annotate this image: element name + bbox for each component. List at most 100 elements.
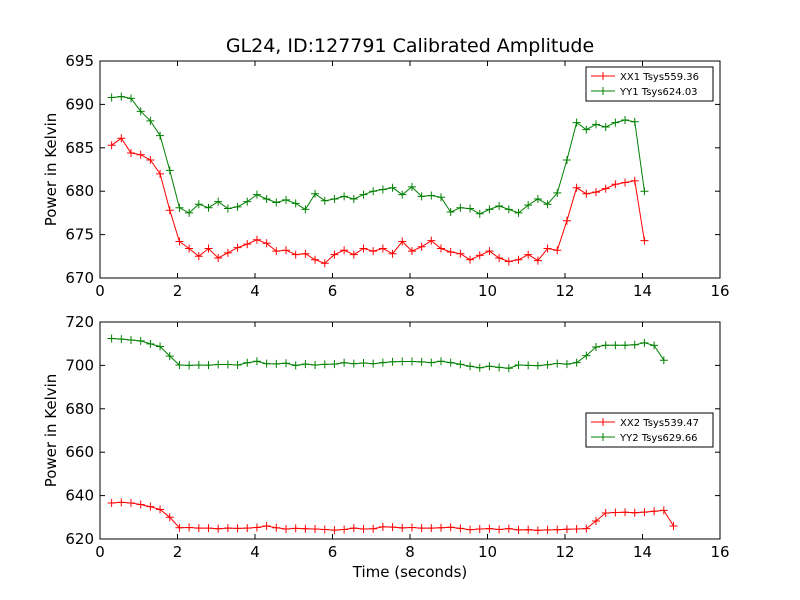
data-point-0-0-40 (495, 254, 504, 263)
data-point-1-0-31 (407, 523, 416, 532)
data-point-0-1-16 (262, 195, 271, 204)
data-point-1-0-0 (107, 498, 116, 507)
data-point-1-0-9 (194, 524, 203, 533)
data-point-1-0-29 (388, 523, 397, 532)
data-point-0-1-11 (214, 197, 223, 206)
data-point-1-1-26 (359, 359, 368, 368)
data-point-0-0-38 (475, 251, 484, 260)
data-point-0-0-6 (165, 206, 174, 215)
data-point-0-1-41 (504, 205, 513, 214)
data-point-0-0-36 (456, 249, 465, 258)
data-point-0-1-35 (446, 208, 455, 217)
data-point-1-1-32 (417, 357, 426, 366)
data-point-0-0-34 (437, 244, 445, 253)
legend-1: XX2 Tsys539.47 YY2 Tsys629.66 (585, 412, 714, 448)
data-point-1-1-3 (136, 336, 145, 345)
data-point-1-1-23 (330, 360, 339, 369)
x-axis-label: Time (seconds) (352, 563, 468, 581)
x-tick-label-1-4: 8 (405, 543, 415, 561)
y-tick-label-0-5: 695 (65, 52, 94, 70)
data-point-0-0-21 (311, 255, 320, 264)
data-point-0-1-25 (349, 195, 358, 204)
data-point-0-1-54 (630, 117, 639, 126)
data-point-0-0-43 (524, 250, 533, 259)
data-point-0-0-9 (194, 252, 203, 261)
series-line-0-1 (111, 96, 645, 215)
data-point-1-1-0 (107, 334, 116, 343)
data-point-0-1-22 (320, 196, 329, 205)
x-tick-label-1-6: 12 (555, 543, 574, 561)
data-point-1-0-23 (330, 526, 339, 535)
data-point-1-0-40 (495, 525, 504, 534)
data-point-0-1-46 (553, 188, 562, 197)
data-point-0-1-3 (136, 107, 145, 116)
x-tick-label-0-1: 2 (173, 282, 183, 300)
data-point-0-0-26 (359, 244, 368, 253)
legend-box-1 (585, 412, 714, 448)
data-point-0-0-50 (592, 188, 600, 197)
data-point-0-0-3 (136, 150, 145, 159)
data-point-0-1-12 (223, 204, 232, 213)
x-tick-label-1-2: 4 (250, 543, 260, 561)
data-point-1-1-37 (466, 362, 475, 371)
data-point-1-0-34 (437, 523, 445, 532)
data-point-1-1-50 (592, 342, 600, 351)
top-panel: 0 2 4 6 8 10 12 14 16 670 675 680 685 690 695 Power in … (42, 52, 730, 300)
data-point-0-0-2 (127, 149, 135, 158)
data-point-1-0-17 (272, 523, 281, 532)
data-point-1-0-47 (562, 525, 571, 534)
y-tick-label-1-2: 660 (65, 443, 94, 461)
data-point-0-0-15 (252, 235, 261, 244)
data-point-0-0-25 (349, 250, 358, 259)
data-point-0-0-49 (582, 189, 591, 198)
y-tick-label-1-4: 700 (65, 356, 94, 374)
y-tick-label-1-5: 720 (65, 313, 94, 331)
data-point-0-1-37 (466, 204, 475, 213)
data-point-0-0-55 (640, 236, 649, 245)
data-point-0-0-0 (107, 141, 116, 150)
data-point-0-1-52 (611, 118, 620, 127)
data-point-0-1-5 (156, 131, 165, 140)
data-point-0-1-24 (340, 192, 349, 201)
y-tick-label-1-1: 640 (65, 487, 94, 505)
data-point-1-0-54 (630, 508, 639, 517)
series-line-0-0 (111, 137, 645, 264)
data-point-0-0-35 (446, 247, 455, 256)
legend-label-0-1: YY1 Tsys624.03 (619, 87, 698, 98)
x-tick-label-0-0: 0 (95, 282, 105, 300)
x-tick-label-1-0: 0 (95, 543, 105, 561)
data-point-0-0-10 (204, 244, 213, 253)
x-tick-label-1-5: 10 (478, 543, 497, 561)
data-point-1-0-57 (659, 506, 668, 515)
data-point-0-1-43 (524, 201, 533, 210)
data-point-0-1-2 (127, 94, 135, 103)
data-point-0-0-53 (621, 178, 630, 187)
data-point-1-0-43 (524, 525, 533, 534)
legend-label-0-0: XX1 Tsys559.36 (620, 72, 699, 83)
data-point-0-0-32 (417, 242, 426, 251)
data-point-1-1-21 (311, 360, 320, 369)
data-point-1-0-37 (466, 525, 475, 534)
legend-marker-0-0 (599, 72, 607, 80)
x-tick-label-0-8: 16 (710, 282, 729, 300)
data-point-0-1-38 (475, 209, 484, 218)
legend-0: XX1 Tsys559.36 YY1 Tsys624.03 (585, 66, 714, 102)
x-tick-label-1-1: 2 (173, 543, 183, 561)
x-tick-label-1-8: 16 (710, 543, 729, 561)
data-point-1-0-13 (233, 524, 242, 533)
data-point-1-0-41 (504, 524, 513, 533)
data-point-0-1-18 (282, 195, 290, 204)
data-point-1-1-14 (243, 358, 252, 367)
data-point-0-0-45 (543, 244, 552, 253)
chart-title: GL24, ID:127791 Calibrated Amplitude (226, 35, 594, 57)
data-point-1-0-10 (204, 524, 213, 533)
data-point-1-1-13 (233, 360, 242, 369)
data-point-0-0-42 (514, 255, 523, 264)
data-point-0-1-49 (582, 125, 591, 134)
data-point-0-1-19 (291, 199, 300, 208)
data-point-0-0-7 (175, 237, 184, 246)
data-point-0-0-13 (233, 243, 242, 252)
data-point-1-0-52 (611, 508, 620, 517)
data-point-0-1-7 (175, 203, 184, 212)
data-point-1-0-58 (669, 521, 678, 530)
